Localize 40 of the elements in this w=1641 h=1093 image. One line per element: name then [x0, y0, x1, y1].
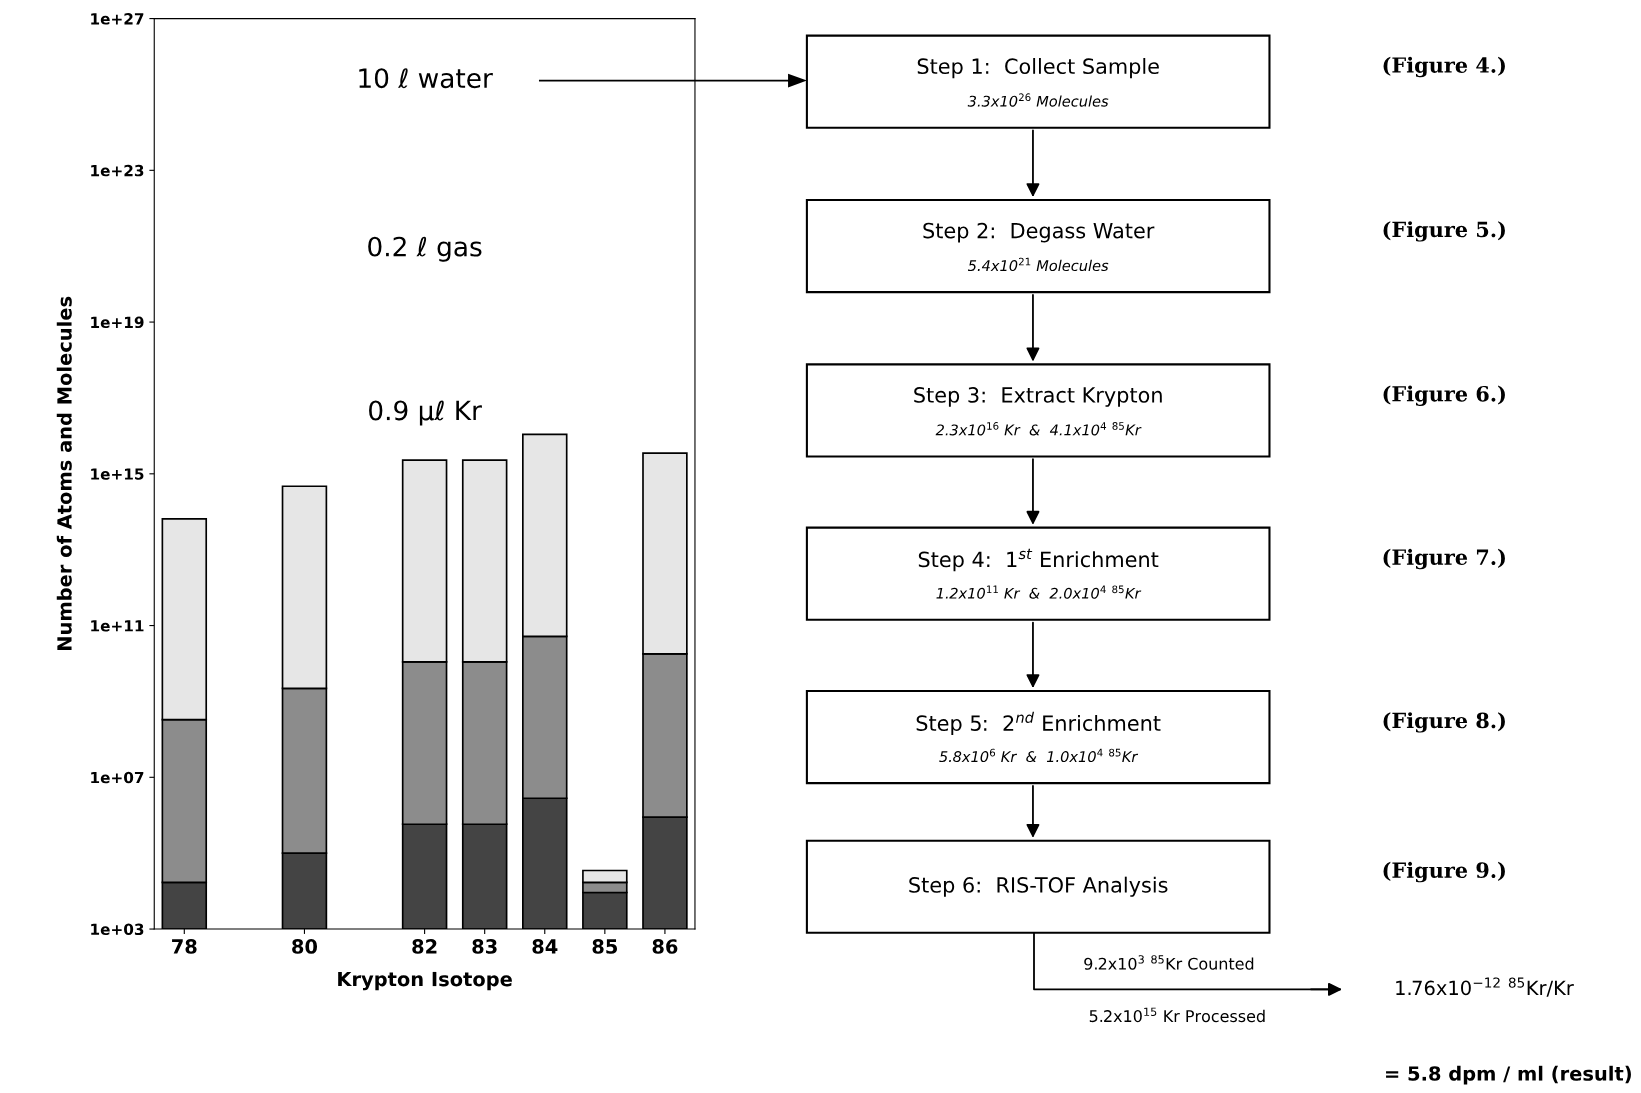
x-tick-label: 83 — [472, 939, 497, 954]
text: Step 1: Collect Sample — [917, 57, 1159, 79]
text: 9.2x10$^{3 85}$Kr Counted — [1084, 955, 1254, 970]
text: 5.8x10$^{6}$ Kr & 1.0x10$^{4 85}$Kr — [939, 748, 1139, 763]
y-tick-label: 1e+15 — [91, 468, 144, 480]
x-axis-title: Krypton Isotope — [338, 971, 512, 991]
text: = 5.8 dpm / ml (result) — [1386, 1065, 1631, 1085]
y-tick-label: 1e+27 — [91, 13, 144, 25]
text: (Figure 9.) — [1383, 861, 1505, 883]
annotation: 10 ℓ water — [359, 68, 493, 89]
text: 5.4x10$^{21}$ Molecules — [967, 257, 1109, 272]
y-tick-label: 1e+11 — [91, 620, 144, 632]
text: Step 6: RIS-TOF Analysis — [909, 876, 1168, 897]
text: (Figure 5.) — [1383, 221, 1505, 242]
y-tick-label: 1e+19 — [91, 316, 144, 329]
text: Step 5: 2$^{nd}$ Enrichment — [916, 711, 1161, 736]
x-tick-label: 80 — [292, 939, 318, 954]
text: 5.2x10$^{15}$ Kr Processed — [1089, 1007, 1265, 1023]
y-axis-title: Number of Atoms and Molecules — [56, 296, 72, 650]
text: 3.3x10$^{26}$ Molecules — [967, 93, 1109, 107]
text: (Figure 6.) — [1383, 385, 1505, 406]
text: Step 3: Extract Krypton — [914, 387, 1162, 407]
annotation: 0.2 ℓ gas — [368, 236, 482, 262]
text: (Figure 4.) — [1383, 56, 1505, 78]
x-tick-label: 84 — [532, 939, 558, 954]
annotation: 0.9 μℓ Kr — [369, 400, 482, 426]
text: 2.3x10$^{16}$ Kr & 4.1x10$^{4 85}$Kr — [935, 422, 1142, 436]
x-tick-label: 78 — [172, 939, 197, 954]
x-tick-label: 82 — [412, 939, 437, 954]
text: 1.76x10$^{−12 85}$Kr/Kr — [1396, 977, 1574, 997]
text: 1.2x10$^{11}$ Kr & 2.0x10$^{4 85}$Kr — [936, 585, 1142, 599]
x-tick-label: 85 — [592, 939, 618, 954]
y-tick-label: 1e+23 — [91, 164, 144, 177]
text: (Figure 7.) — [1383, 548, 1505, 570]
y-tick-label: 1e+07 — [91, 771, 144, 784]
y-tick-label: 1e+03 — [91, 923, 144, 936]
x-tick-label: 86 — [652, 939, 678, 954]
text: Step 2: Degass Water — [923, 222, 1155, 243]
text: Step 4: 1$^{st}$ Enrichment — [918, 548, 1159, 572]
text: (Figure 8.) — [1383, 712, 1505, 733]
